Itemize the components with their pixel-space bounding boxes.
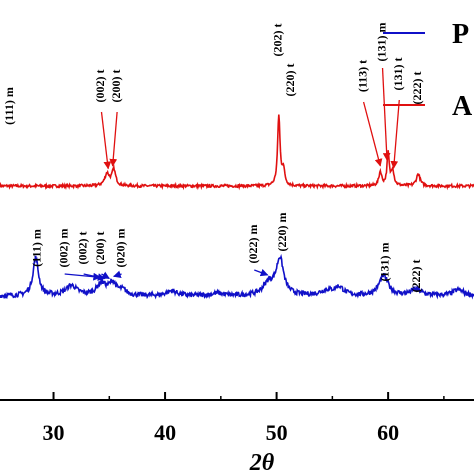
peak-label: (131) m	[374, 23, 388, 62]
peak-arrow	[390, 99, 400, 169]
peak-label: (002) t	[75, 232, 89, 265]
peak-arrow	[362, 101, 383, 167]
legend: PA	[383, 19, 473, 122]
plot-area	[0, 114, 474, 300]
peak-label: (222) t	[410, 72, 424, 105]
peak-label: (111) m	[30, 229, 44, 267]
peak-arrow	[100, 111, 112, 170]
peak-label: (222) t	[409, 260, 423, 293]
peak-arrow	[109, 111, 118, 167]
peak-label: (200) t	[93, 232, 107, 265]
series-line-A	[0, 114, 474, 191]
peak-label: (200) t	[109, 70, 123, 103]
x-tick-label: 60	[377, 420, 399, 445]
peak-arrow	[101, 271, 110, 280]
legend-label-P: P	[452, 19, 469, 50]
x-tick-label: 40	[154, 420, 176, 445]
peak-arrow	[381, 67, 391, 161]
x-axis-title: 2θ	[249, 450, 275, 474]
peak-label: (111) m	[2, 87, 16, 125]
peak-label: (220) t	[283, 64, 297, 97]
peak-annotations: (111) m(002) t (200) t(202) t(220) t (113)…	[2, 23, 424, 293]
peak-label: (020) m	[113, 229, 127, 268]
legend-label-A: A	[452, 91, 473, 122]
x-tick-label: 30	[43, 420, 65, 445]
peak-label: (002) m	[56, 229, 70, 268]
peak-label: (220) m	[275, 213, 289, 252]
x-axis: 30 40 50 60 2θ	[0, 392, 474, 474]
peak-label: (002) t	[93, 69, 107, 102]
peak-arrow	[254, 268, 269, 277]
peak-label: (113) t	[355, 60, 369, 92]
peak-label: (131) t	[391, 58, 405, 91]
peak-label: (131) m	[378, 243, 392, 282]
x-tick-label: 50	[266, 420, 288, 445]
series-line-P	[0, 253, 474, 300]
peak-label: (022) m	[246, 224, 260, 263]
peak-label: (202) t	[271, 24, 285, 57]
peak-arrow	[113, 270, 122, 279]
